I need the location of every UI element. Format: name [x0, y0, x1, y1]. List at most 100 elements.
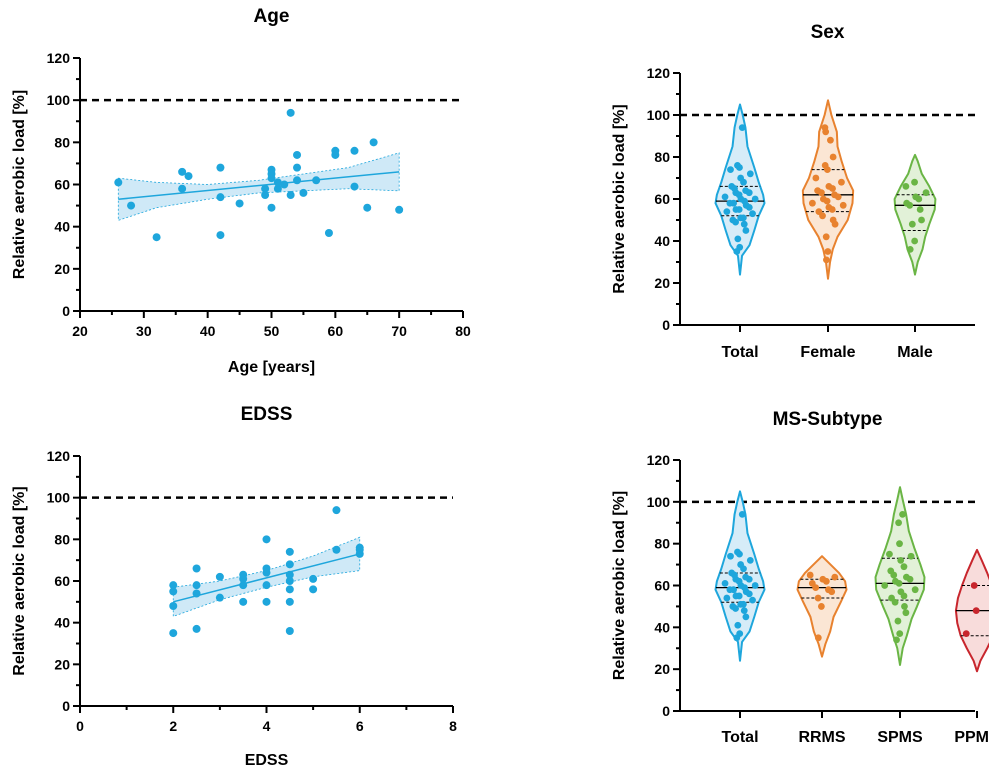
data-point	[808, 199, 816, 207]
data-point	[737, 174, 745, 182]
data-point	[285, 585, 294, 594]
data-point	[332, 545, 341, 554]
data-point	[723, 208, 731, 216]
data-point	[169, 629, 178, 638]
data-point	[262, 535, 271, 544]
category-label: Female	[800, 344, 855, 361]
x-axis: 0 2 4 6 8 EDSS	[76, 705, 457, 769]
data-point	[817, 603, 825, 610]
y-axis: 0 20 40 60 80 100 120 Relative aerobic load [%]	[611, 65, 681, 333]
data-point	[169, 602, 178, 610]
data-point	[742, 187, 750, 195]
y-tick-label: 0	[662, 317, 670, 333]
x-tick-label: 6	[356, 718, 364, 734]
data-point	[737, 561, 745, 568]
y-tick-label: 100	[47, 490, 71, 506]
data-points	[881, 510, 919, 644]
data-point	[749, 596, 756, 604]
subtype-panel: MS-Subtype 0 20 40 60 80 100 120 Relative aerobi…	[611, 409, 989, 746]
data-point	[827, 136, 834, 144]
data-point	[192, 624, 201, 633]
data-point	[350, 146, 359, 155]
data-point	[740, 607, 748, 614]
data-point	[903, 199, 911, 207]
data-point	[822, 233, 830, 241]
data-point	[169, 581, 178, 590]
data-points	[902, 178, 930, 253]
y-tick-label: 40	[654, 619, 670, 635]
data-point	[293, 163, 302, 172]
data-point	[902, 609, 910, 617]
data-point	[178, 184, 187, 193]
data-point	[734, 162, 741, 169]
data-point	[812, 174, 820, 182]
data-point	[911, 178, 918, 186]
data-point	[332, 506, 341, 515]
data-point	[742, 573, 750, 581]
data-point	[184, 172, 193, 181]
violin-male: Male	[893, 153, 937, 361]
data-point	[267, 203, 276, 212]
category-label: SPMS	[877, 729, 923, 746]
y-axis: 0 20 40 60 80 100 120 Relative aerobic load [%]	[11, 50, 81, 319]
data-point	[738, 510, 746, 518]
chart-title: Age	[254, 6, 290, 27]
data-point	[896, 540, 903, 548]
data-point	[751, 582, 759, 589]
data-point	[825, 183, 833, 190]
data-point	[734, 235, 742, 243]
violin-ppms: PPMS	[954, 548, 989, 746]
data-point	[906, 246, 914, 253]
data-point	[825, 204, 833, 211]
data-point	[350, 182, 359, 191]
data-point	[723, 594, 731, 602]
y-tick-label: 0	[662, 703, 670, 719]
y-tick-label: 120	[47, 50, 71, 66]
violin-body	[893, 153, 937, 276]
data-point	[192, 581, 201, 590]
sex-panel: Sex 0 20 40 60 80 100 120 Relative aerobic load …	[611, 22, 975, 361]
y-tick-label: 100	[47, 92, 71, 108]
regression-line	[118, 171, 400, 201]
data-point	[729, 216, 737, 224]
data-point	[216, 163, 225, 172]
data-point	[896, 630, 904, 638]
chart-title: EDSS	[241, 404, 293, 425]
y-tick-label: 120	[647, 452, 671, 468]
data-point	[831, 573, 839, 581]
data-point	[395, 205, 404, 214]
data-point	[728, 183, 736, 190]
data-point	[901, 603, 908, 610]
data-point	[726, 586, 734, 594]
data-point	[819, 575, 827, 583]
data-point	[815, 208, 823, 216]
data-point	[262, 581, 271, 590]
y-axis-label: Relative aerobic load [%]	[611, 104, 628, 293]
data-point	[912, 193, 920, 201]
data-point	[309, 585, 318, 594]
data-point	[309, 574, 318, 583]
data-point	[732, 592, 740, 600]
data-point	[911, 586, 919, 594]
chart-title: MS-Subtype	[773, 409, 883, 430]
y-axis: 0 20 40 60 80 100 120 Relative aerobic load [%]	[611, 452, 681, 719]
data-point	[738, 124, 746, 131]
data-point	[821, 162, 829, 169]
y-tick-label: 60	[54, 573, 70, 589]
data-point	[742, 613, 750, 621]
y-tick-label: 40	[54, 615, 70, 631]
chart-title: Sex	[811, 22, 845, 43]
data-point	[829, 153, 837, 161]
category-label: Male	[897, 344, 933, 361]
x-tick-label: 4	[263, 718, 271, 734]
category-label: Total	[721, 344, 758, 361]
data-point	[273, 178, 282, 187]
data-point	[736, 243, 744, 251]
data-point	[285, 597, 294, 606]
y-tick-label: 40	[654, 233, 670, 249]
data-point	[114, 178, 123, 187]
data-points	[806, 571, 839, 642]
data-point	[192, 589, 201, 598]
